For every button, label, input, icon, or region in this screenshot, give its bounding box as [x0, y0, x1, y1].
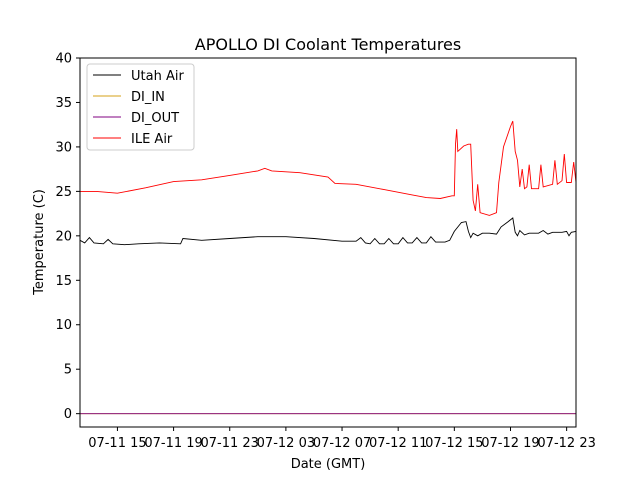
legend-label: DI_IN — [131, 90, 165, 105]
x-tick-label: 07-12 19 — [481, 436, 539, 451]
x-tick-label: 07-12 03 — [257, 436, 315, 451]
plot-frame — [79, 57, 577, 428]
y-tick-label: 15 — [55, 274, 72, 289]
y-tick-label: 5 — [64, 363, 72, 378]
y-axis-title: Temperature (C) — [32, 189, 47, 296]
series-layer — [79, 120, 577, 415]
series-line-ile-air — [80, 120, 577, 216]
x-tick-label: 07-11 19 — [144, 436, 202, 451]
y-tick-label: 40 — [55, 52, 72, 67]
x-tick-label: 07-12 07 — [313, 436, 371, 451]
x-axis-title: Date (GMT) — [291, 457, 366, 472]
legend-box — [86, 63, 195, 151]
y-axis: 0 5 10 15 20 25 30 35 40 — [55, 52, 80, 422]
legend-label: DI_OUT — [131, 111, 179, 126]
y-tick-label: 30 — [55, 140, 72, 155]
y-tick-label: 20 — [55, 229, 72, 244]
y-tick-label: 10 — [55, 318, 72, 333]
y-tick-label: 25 — [55, 185, 72, 200]
legend-label: ILE Air — [131, 132, 173, 147]
y-tick-label: 35 — [55, 96, 72, 111]
y-tick-label: 0 — [64, 407, 72, 422]
x-tick-label: 07-12 15 — [425, 436, 483, 451]
x-tick-label: 07-11 23 — [201, 436, 259, 451]
chart-title: APOLLO DI Coolant Temperatures — [195, 35, 461, 54]
x-tick-label: 07-11 15 — [88, 436, 146, 451]
x-tick-label: 07-12 11 — [369, 436, 427, 451]
legend: Utah Air DI_IN DI_OUT ILE Air — [86, 63, 195, 151]
legend-label: Utah Air — [131, 69, 184, 84]
x-tick-label: 07-12 23 — [537, 436, 595, 451]
series-line-utah-air — [79, 217, 577, 246]
